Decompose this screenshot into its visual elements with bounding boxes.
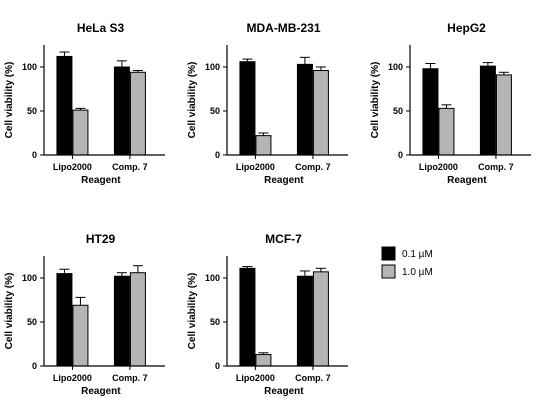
chart-4-bar-1-0 [296,275,313,367]
chart-1-bar-0-0 [239,61,256,156]
chart-0-title: HeLa S3 [77,21,125,35]
chart-4-xtick-label-0: Lipo2000 [236,373,275,383]
chart-3-ytick-label-2: 100 [22,273,37,283]
chart-0-xtick-label-1: Comp. 7 [112,162,148,172]
chart-2-ytick-label-1: 50 [393,106,403,116]
chart-4-xtick-label-1: Comp. 7 [295,373,331,383]
chart-2-title: HepG2 [447,21,486,35]
chart-1-ytick-label-1: 50 [210,106,220,116]
chart-3-xtick-label-0: Lipo2000 [53,373,92,383]
chart-4-bar-0-1 [255,354,272,367]
chart-panels: HeLa S3 Lipo2000 Comp. 7 0 50 100 Reagent Cell … [4,21,531,397]
chart-0-y-axis-label: Cell viability (%) [4,62,15,139]
chart-3-bar-1-0 [113,275,130,367]
chart-4-x-axis-label: Reagent [264,386,304,397]
chart-0-bar-1-1 [129,71,146,156]
chart-panel-2: HepG2 Lipo2000 Comp. 7 0 50 100 Reagent Cell vi… [370,21,531,186]
chart-0-xtick-label-0: Lipo2000 [53,162,92,172]
chart-1-x-axis-label: Reagent [264,175,304,186]
chart-0-bar-1-0 [113,66,130,156]
chart-3-title: HT29 [86,232,116,246]
chart-4-bar-0-0 [239,267,256,367]
chart-3-bar-0-1 [72,304,89,367]
chart-4-bar-1-1 [312,271,329,367]
chart-3-ytick-label-1: 50 [27,317,37,327]
chart-4-ytick-label-0: 0 [215,361,220,371]
chart-1-ytick-label-0: 0 [215,150,220,160]
chart-2-bar-1-0 [479,65,496,156]
chart-3-bar-1-1 [129,272,146,367]
chart-2-bar-0-0 [422,68,439,156]
chart-panel-4: MCF-7 Lipo2000 Comp. 7 0 50 100 Reagent Cell vi… [187,232,348,397]
chart-0-ytick-label-2: 100 [22,62,37,72]
chart-2-bar-1-1 [495,74,512,156]
chart-3-y-axis-label: Cell viability (%) [4,273,15,350]
chart-1-xtick-label-1: Comp. 7 [295,162,331,172]
chart-0-ytick-label-0: 0 [32,150,37,160]
legend-swatch-1 [381,264,396,279]
chart-0-bar-0-0 [56,55,73,156]
legend-label-1: 1.0 µM [402,267,433,278]
chart-2-xtick-label-1: Comp. 7 [478,162,514,172]
chart-panel-1: MDA-MB-231 Lipo2000 Comp. 7 0 50 100 Reagent Ce… [187,21,348,186]
chart-2-y-axis-label: Cell viability (%) [370,62,381,139]
chart-1-y-axis-label: Cell viability (%) [187,62,198,139]
chart-4-title: MCF-7 [265,232,302,246]
chart-1-bar-1-0 [296,63,313,156]
chart-panel-3: HT29 Lipo2000 Comp. 7 0 50 100 Reagent Cell via… [4,232,165,397]
chart-0-x-axis-label: Reagent [81,175,121,186]
chart-2-ytick-label-2: 100 [388,62,403,72]
legend: 0.1 µM 1.0 µM [381,246,433,279]
chart-3-ytick-label-0: 0 [32,361,37,371]
chart-2-xtick-label-0: Lipo2000 [419,162,458,172]
chart-0-ytick-label-1: 50 [27,106,37,116]
chart-panel-0: HeLa S3 Lipo2000 Comp. 7 0 50 100 Reagent Cell … [4,21,165,186]
chart-4-ytick-label-2: 100 [205,273,220,283]
chart-3-xtick-label-1: Comp. 7 [112,373,148,383]
chart-1-xtick-label-0: Lipo2000 [236,162,275,172]
chart-1-bar-1-1 [312,70,329,156]
chart-2-x-axis-label: Reagent [447,175,487,186]
legend-label-0: 0.1 µM [402,249,433,260]
chart-1-title: MDA-MB-231 [246,21,320,35]
chart-2-bar-0-1 [438,107,455,156]
chart-4-y-axis-label: Cell viability (%) [187,273,198,350]
chart-3-bar-0-0 [56,273,73,367]
chart-1-bar-0-1 [255,135,272,156]
chart-0-bar-0-1 [72,109,89,156]
chart-1-ytick-label-2: 100 [205,62,220,72]
chart-2-ytick-label-0: 0 [398,150,403,160]
chart-4-ytick-label-1: 50 [210,317,220,327]
chart-3-x-axis-label: Reagent [81,386,121,397]
legend-swatch-0 [381,246,396,261]
